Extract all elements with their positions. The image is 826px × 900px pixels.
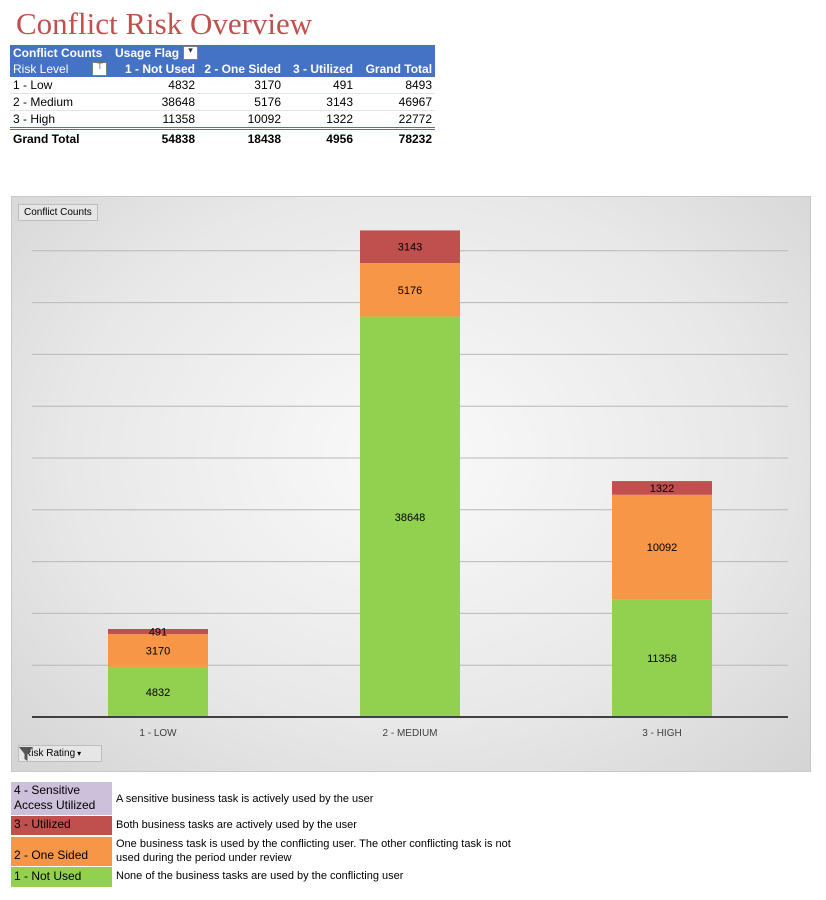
data-label: 4832 (146, 687, 170, 699)
pivot-column-field-label: Usage Flag (115, 45, 180, 60)
pivot-col-header: 3 - Utilized (284, 61, 356, 77)
pivot-table: Conflict Counts Usage Flag ▾ Risk Level ⊤ … (10, 45, 436, 147)
page-title: Conflict Risk Overview (16, 6, 313, 41)
legend-description: One business task is used by the conflic… (116, 838, 511, 864)
data-label: 38648 (395, 512, 426, 524)
legend-item: 1 - Not Used None of the business tasks … (11, 867, 551, 887)
tick-label: 1 - LOW (139, 728, 177, 739)
bar-segment (360, 316, 460, 717)
cell: 4956 (284, 127, 356, 147)
filter-dropdown-icon: ▾ (188, 45, 193, 56)
funnel-icon (19, 747, 33, 761)
data-label: 5176 (398, 285, 422, 297)
data-label: 1322 (650, 483, 674, 495)
cell: 46967 (356, 93, 436, 111)
row-label: 1 - Low (10, 77, 112, 94)
cell: 3170 (198, 77, 284, 94)
filter-dropdown-icon: ▾ (77, 749, 82, 758)
data-label: 3170 (146, 646, 170, 658)
legend-swatch: 2 - One Sided (11, 837, 112, 866)
cell: 18438 (198, 127, 284, 147)
cell: 54838 (112, 127, 198, 147)
bar-segment (108, 634, 208, 667)
cell: 10092 (198, 110, 284, 129)
tick-label: 3 - HIGH (642, 728, 681, 739)
pivot-row-field: Risk Level ⊤ (10, 61, 112, 77)
legend-swatch: 3 - Utilized (11, 816, 112, 835)
axis-field-button[interactable]: Risk Rating ▾ (18, 745, 103, 762)
row-label: 3 - High (10, 110, 112, 129)
data-label: 10092 (647, 542, 678, 554)
cell: 22772 (356, 110, 436, 129)
grand-total-row: Grand Total 54838 18438 4956 78232 (10, 127, 436, 147)
bar-segment (612, 481, 712, 495)
bar-segment (612, 599, 712, 717)
legend-label: 3 - Utilized (14, 817, 71, 831)
cell: 11358 (112, 110, 198, 129)
data-label: 491 (149, 627, 167, 639)
legend-description: None of the business tasks are used by t… (116, 870, 404, 882)
pivot-row-field-label: Risk Level (13, 61, 69, 76)
data-label: 11358 (647, 653, 677, 665)
legend-item: 4 - Sensitive Access Utilized A sensitiv… (11, 782, 551, 815)
tick-label: 2 - MEDIUM (383, 728, 438, 739)
legend-label: 2 - One Sided (14, 848, 89, 862)
legend-item: 3 - Utilized Both business tasks are act… (11, 816, 551, 836)
legend-label: 1 - Not Used (14, 869, 82, 883)
legend-description: A sensitive business task is actively us… (116, 793, 374, 805)
chart-plot: 4832 3170 491 1 - LOW 38648 5176 3143 2 - MEDIU… (32, 230, 788, 739)
bar-segment (612, 494, 712, 600)
row-filter-button[interactable]: ⊤ (92, 61, 108, 77)
cell: 8493 (356, 77, 436, 94)
legend-item: 2 - One Sided One business task is used … (11, 837, 551, 866)
value-field-button[interactable]: Conflict Counts (18, 204, 98, 221)
row-label: 2 - Medium (10, 93, 112, 111)
table-row: 1 - Low 4832 3170 491 8493 (10, 77, 436, 94)
table-row: 2 - Medium 38648 5176 3143 46967 (10, 93, 436, 111)
axis-field-label: Risk Rating (24, 748, 76, 759)
legend-swatch: 1 - Not Used (11, 867, 112, 887)
cell: 4832 (112, 77, 198, 94)
filter-icon: ⊤ (95, 61, 104, 72)
legend-description: Both business tasks are actively used by… (116, 819, 357, 831)
pivot-col-header: 1 - Not Used (112, 61, 198, 77)
bar-segment (108, 666, 208, 717)
cell: 3143 (284, 93, 356, 111)
stacked-bar-chart: 4832 3170 491 1 - LOW 38648 5176 3143 2 - MEDIU… (11, 196, 811, 772)
cell: 78232 (356, 127, 436, 147)
bar-segment (360, 262, 460, 317)
column-filter-button[interactable]: ▾ (183, 45, 199, 61)
pivot-col-header: Grand Total (356, 61, 436, 77)
pivot-col-header: 2 - One Sided (198, 61, 284, 77)
cell: 1322 (284, 110, 356, 129)
table-row: 3 - High 11358 10092 1322 22772 (10, 110, 436, 129)
cell: 38648 (112, 93, 198, 111)
data-label: 3143 (398, 242, 422, 254)
row-label: Grand Total (10, 127, 112, 147)
pivot-column-field: Usage Flag ▾ (112, 45, 436, 61)
bar-segment (108, 629, 208, 635)
pivot-corner-label: Conflict Counts (10, 45, 112, 61)
legend-swatch: 4 - Sensitive Access Utilized (11, 782, 112, 815)
cell: 5176 (198, 93, 284, 111)
cell: 491 (284, 77, 356, 94)
bar-segment (360, 230, 460, 263)
legend-label: 4 - Sensitive Access Utilized (14, 783, 96, 812)
